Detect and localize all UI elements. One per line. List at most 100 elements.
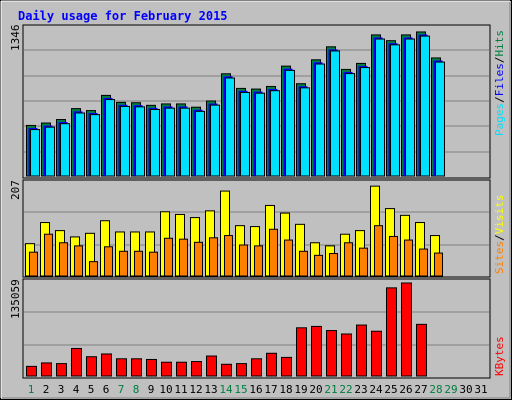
x-label-day-6: 6 xyxy=(103,383,110,396)
sites-bar-day-3 xyxy=(59,242,68,277)
sites-bar-day-24 xyxy=(374,225,383,277)
sites-bar-day-18 xyxy=(284,239,293,277)
visits-legend: Sites/Visits xyxy=(493,195,506,275)
sites-bar-day-14 xyxy=(224,235,233,277)
x-label-day-2: 2 xyxy=(43,383,50,396)
pages-bar-day-3 xyxy=(60,123,70,177)
x-label-day-8: 8 xyxy=(133,383,140,396)
kbytes-bar-day-10 xyxy=(161,361,172,377)
legend-files: Files xyxy=(493,63,506,96)
kbytes-bar-day-25 xyxy=(386,287,397,377)
sites-bar-day-22 xyxy=(344,242,353,277)
x-label-day-9: 9 xyxy=(148,383,155,396)
x-label-day-24: 24 xyxy=(369,383,383,396)
kbytes-bar-day-22 xyxy=(341,333,352,377)
x-label-day-3: 3 xyxy=(58,383,65,396)
chart-title: Daily usage for February 2015 xyxy=(18,9,228,23)
x-label-day-16: 16 xyxy=(249,383,262,396)
kbytes-bar-day-27 xyxy=(416,323,427,377)
pages-bar-day-20 xyxy=(315,63,325,177)
pages-bar-day-27 xyxy=(420,35,430,177)
x-label-day-14: 14 xyxy=(219,383,233,396)
pages-bar-day-19 xyxy=(300,87,310,177)
pages-bar-day-22 xyxy=(345,73,355,177)
kbytes-bar-day-19 xyxy=(296,327,307,377)
legend-separator: / xyxy=(493,57,506,64)
sites-bar-day-2 xyxy=(44,233,53,277)
kbytes-bar-day-7 xyxy=(116,358,127,377)
x-label-day-5: 5 xyxy=(88,383,95,396)
sites-bar-day-21 xyxy=(329,253,338,277)
x-label-day-1: 1 xyxy=(28,383,35,396)
kbytes-bar-day-12 xyxy=(191,361,202,377)
pages-bar-day-26 xyxy=(405,38,415,177)
x-label-day-11: 11 xyxy=(174,383,187,396)
x-label-day-31: 31 xyxy=(474,383,487,396)
kbytes-bar-day-1 xyxy=(26,365,37,377)
x-label-day-15: 15 xyxy=(234,383,247,396)
sites-bar-day-27 xyxy=(419,248,428,277)
pages-bar-day-15 xyxy=(240,91,250,177)
pages-bar-day-13 xyxy=(210,104,220,177)
pages-bar-day-25 xyxy=(390,44,400,177)
kbytes-bar-day-6 xyxy=(101,353,112,377)
pages-bar-day-12 xyxy=(195,110,205,177)
kbytes-bar-day-5 xyxy=(86,356,97,377)
legend-sites: Sites xyxy=(493,241,506,274)
pages-bar-day-28 xyxy=(435,61,445,177)
kbytes-bar-day-26 xyxy=(401,282,412,377)
kbytes-bars xyxy=(26,282,427,377)
pages-bar-day-16 xyxy=(255,92,265,177)
sites-bar-day-11 xyxy=(179,238,188,277)
sites-bar-day-19 xyxy=(299,250,308,277)
legend-separator: / xyxy=(493,234,506,241)
kbytes-bar-day-21 xyxy=(326,330,337,377)
pages-bar-day-11 xyxy=(180,107,190,177)
legend-separator: / xyxy=(493,96,506,103)
x-axis-labels: 1 2 3 4 5 6 7 8 9 10 11 12 13 14 15 16 17 18 19 20 21 22 23 24 2… xyxy=(28,383,488,396)
pages-bar-day-7 xyxy=(120,105,130,177)
pages-bar-day-21 xyxy=(330,50,340,177)
x-label-day-27: 27 xyxy=(414,383,427,396)
kbytes-bar-day-3 xyxy=(56,363,67,377)
kbytes-max-label: 135059 xyxy=(9,279,22,319)
kbytes-bar-day-20 xyxy=(311,325,322,377)
x-label-day-21: 21 xyxy=(324,383,337,396)
x-label-day-30: 30 xyxy=(459,383,472,396)
kbytes-bar-day-4 xyxy=(71,347,82,377)
kbytes-bar-day-15 xyxy=(236,363,247,377)
x-label-day-7: 7 xyxy=(118,383,125,396)
x-label-day-26: 26 xyxy=(399,383,412,396)
visits-bars xyxy=(25,185,443,277)
sites-bar-day-28 xyxy=(434,252,443,277)
sites-bar-day-17 xyxy=(269,228,278,277)
hits-max-label: 1346 xyxy=(9,25,22,52)
pages-bar-day-18 xyxy=(285,69,295,177)
x-label-day-4: 4 xyxy=(73,383,80,396)
sites-bar-day-5 xyxy=(89,261,98,277)
pages-bar-day-23 xyxy=(360,67,370,177)
x-label-day-28: 28 xyxy=(429,383,442,396)
legend-visits: Visits xyxy=(493,195,506,235)
pages-bar-day-24 xyxy=(375,38,385,177)
sites-bar-day-9 xyxy=(149,251,158,277)
sites-bar-day-1 xyxy=(29,251,38,277)
x-label-day-22: 22 xyxy=(339,383,352,396)
kbytes-bar-day-11 xyxy=(176,361,187,377)
sites-bar-day-7 xyxy=(119,250,128,277)
kbytes-bar-day-18 xyxy=(281,356,292,377)
kbytes-bar-day-24 xyxy=(371,330,382,377)
x-label-day-23: 23 xyxy=(354,383,367,396)
sites-bar-day-16 xyxy=(254,245,263,277)
sites-bar-day-6 xyxy=(104,246,113,277)
x-label-day-10: 10 xyxy=(159,383,172,396)
x-label-day-12: 12 xyxy=(189,383,202,396)
sites-bar-day-26 xyxy=(404,239,413,277)
pages-bar-day-2 xyxy=(45,126,55,177)
kbytes-bar-day-9 xyxy=(146,358,157,377)
sites-bar-day-12 xyxy=(194,241,203,277)
kbytes-bar-day-17 xyxy=(266,352,277,377)
legend-kbytes: KBytes xyxy=(493,336,506,376)
pages-bar-day-10 xyxy=(165,107,175,177)
visits-max-label: 207 xyxy=(9,180,22,200)
